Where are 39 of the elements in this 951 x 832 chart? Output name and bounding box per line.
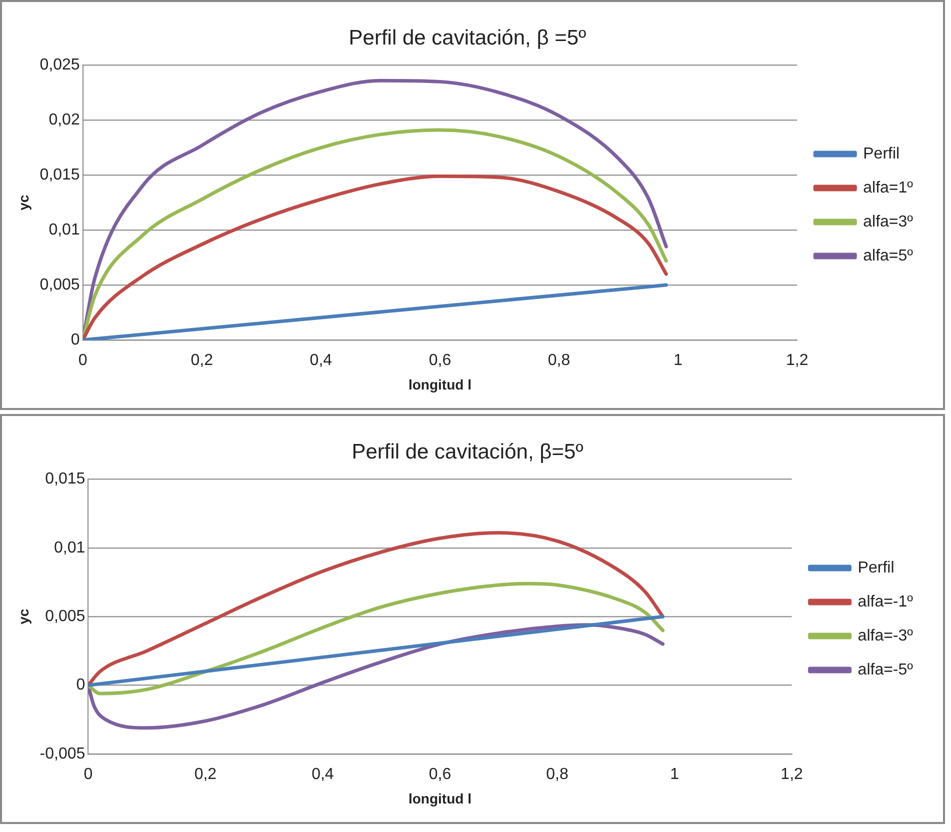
x-tick-label: 0,4	[310, 352, 332, 370]
x-tick-label: 0,6	[428, 352, 452, 370]
x-tick-label: 0,8	[548, 352, 570, 370]
legend-label: alfa=3º	[863, 213, 914, 230]
y-tick-label: 0	[76, 676, 86, 694]
chart-title: Perfil de cavitación, β =5º	[348, 26, 587, 50]
y-tick-label: 0,005	[45, 608, 86, 626]
y-axis-title: yc	[15, 194, 32, 210]
legend-label: alfa=-1º	[858, 593, 914, 610]
x-tick-label: 0,2	[190, 352, 214, 370]
y-tick-label: 0,02	[48, 112, 80, 129]
x-tick-label: 0,2	[194, 766, 217, 784]
legend-label: alfa=1º	[863, 179, 914, 196]
legend-label: Perfil	[858, 559, 894, 576]
y-tick-label: 0,01	[48, 221, 80, 238]
legend-label: alfa=-5º	[858, 661, 914, 678]
x-axis-title: longitud l	[408, 376, 472, 392]
x-tick-label: 0,8	[546, 766, 568, 784]
x-tick-label: 1	[670, 766, 680, 784]
y-tick-label: 0,015	[45, 470, 86, 488]
chart-title: Perfil de cavitación, β=5º	[352, 440, 584, 464]
x-tick-label: 1,2	[786, 352, 808, 370]
y-tick-label: 0,005	[40, 276, 80, 294]
legend-label: alfa=-3º	[858, 627, 914, 644]
x-tick-label: 0,4	[312, 766, 334, 784]
x-tick-label: 0,6	[428, 766, 452, 784]
legend-label: alfa=5º	[863, 247, 914, 264]
y-tick-label: 0,015	[40, 166, 80, 184]
x-tick-label: 1	[674, 352, 683, 370]
x-axis-title: longitud l	[408, 790, 472, 806]
y-tick-label: 0	[70, 331, 80, 348]
line-series	[82, 174, 668, 340]
y-tick-label: 0,01	[54, 539, 86, 556]
y-tick-label: 0,025	[40, 56, 80, 74]
y-tick-label: -0,005	[40, 745, 86, 762]
line-series	[88, 582, 665, 696]
y-axis-title: yc	[15, 608, 32, 624]
x-tick-label: 1,2	[780, 766, 804, 784]
legend-label: Perfil	[863, 145, 900, 162]
